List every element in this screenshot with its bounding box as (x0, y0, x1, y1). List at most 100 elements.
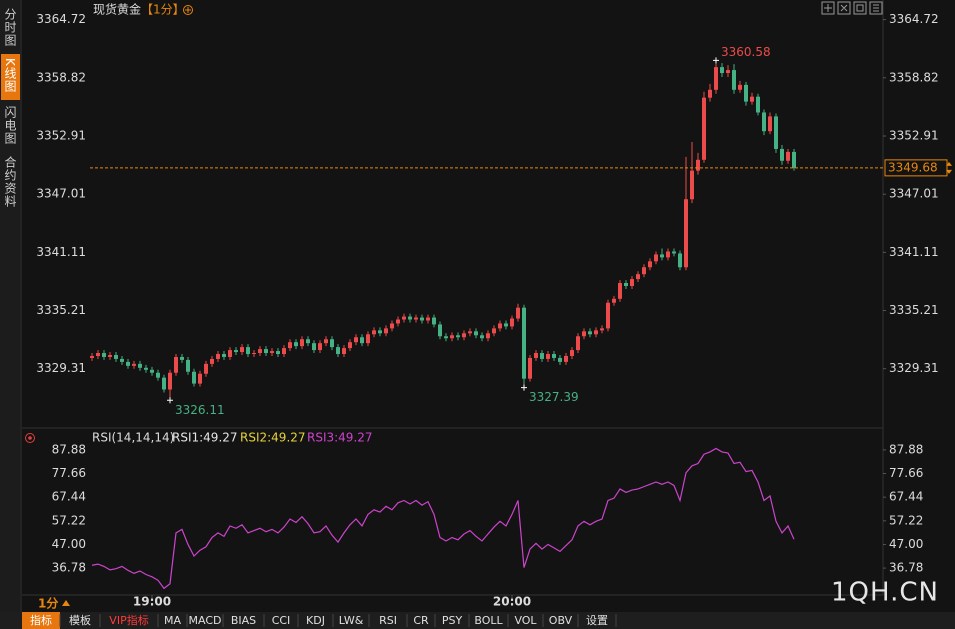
candle-body (348, 342, 352, 349)
candle-body (792, 151, 796, 168)
candle-body (144, 367, 148, 370)
y-tick-label-right: 77.66 (889, 466, 923, 480)
candle-body (756, 96, 760, 113)
candle-body (534, 353, 538, 358)
candle-body (786, 151, 790, 161)
toolbar-item[interactable]: CCI (272, 614, 291, 627)
toolbar-item[interactable]: LW& (339, 614, 364, 627)
toolbar-item[interactable]: 模板 (69, 613, 91, 627)
candle-body (744, 84, 748, 102)
candle-body (102, 353, 106, 357)
candle-body (456, 335, 460, 338)
toolbar-item[interactable]: PSY (442, 614, 463, 627)
candle-body (402, 316, 406, 320)
candle-body (360, 337, 364, 344)
candle-body (192, 371, 196, 384)
candle-body (714, 67, 718, 90)
candle-body (294, 342, 298, 347)
candle-body (270, 351, 274, 354)
candle-body (114, 355, 118, 359)
y-tick-label-right: 3341.11 (889, 245, 939, 259)
toolbar-item[interactable]: VOL (514, 614, 537, 627)
candle-body (462, 333, 466, 338)
candle-body (312, 343, 316, 351)
last-price-box (884, 159, 948, 177)
candle-body (234, 350, 238, 353)
candle-body (624, 283, 628, 286)
candle-body (606, 302, 610, 329)
candle-body (750, 96, 754, 102)
candle-body (420, 317, 424, 321)
toolbar-item[interactable]: BIAS (231, 614, 256, 627)
extreme-marker (167, 397, 173, 404)
candle-body (666, 251, 670, 258)
toolbar-item[interactable]: MA (164, 614, 181, 627)
toolbar-item[interactable]: 指标 (30, 613, 52, 627)
candle-body (156, 372, 160, 378)
candle-body (600, 328, 604, 331)
candle-body (492, 328, 496, 334)
candle-body (618, 283, 622, 299)
candle-body (654, 254, 658, 262)
y-tick-label-left: 87.88 (52, 442, 86, 456)
candle-body (162, 377, 166, 390)
candle-body (708, 89, 712, 98)
high-label: 3360.58 (721, 45, 771, 59)
low-label: 3326.11 (175, 403, 225, 417)
candle-body (108, 355, 112, 357)
candle-body (540, 353, 544, 359)
candle-body (762, 112, 766, 132)
candle-body (300, 339, 304, 347)
candle-body (330, 339, 334, 348)
sidebar (0, 0, 20, 612)
chart-title: 现货黄金 (93, 2, 141, 17)
toolbar-item[interactable]: VIP指标 (109, 613, 148, 627)
candle-body (594, 330, 598, 335)
candle-body (138, 363, 142, 368)
y-tick-label-left: 67.44 (52, 490, 86, 504)
candle-body (432, 317, 436, 325)
toolbar-item[interactable]: OBV (549, 614, 573, 627)
rsi-indicator-icon[interactable] (25, 433, 35, 443)
candle-body (120, 358, 124, 362)
candle-body (408, 316, 412, 320)
toolbar-item[interactable]: RSI (379, 614, 397, 627)
candle-body (186, 359, 190, 372)
y-tick-label-left: 3358.82 (36, 70, 86, 84)
sidebar-tab[interactable]: K线图 (3, 58, 17, 93)
toolbar-item[interactable]: 设置 (586, 614, 608, 627)
y-tick-label-left: 3364.72 (36, 12, 86, 26)
candle-body (282, 348, 286, 355)
candle-body (582, 331, 586, 337)
candle-body (246, 347, 250, 355)
y-tick-label-left: 77.66 (52, 466, 86, 480)
y-tick-label-right: 47.00 (889, 537, 923, 551)
sidebar-tab[interactable]: 闪电图 (3, 106, 17, 145)
period-arrow[interactable] (62, 600, 70, 606)
sidebar-tab[interactable]: 合约资料 (3, 155, 17, 208)
extreme-marker (521, 384, 527, 391)
x-tick-label: 19:00 (133, 595, 171, 609)
window-controls[interactable] (821, 1, 883, 15)
toolbar-item[interactable]: KDJ (306, 614, 325, 627)
candle-body (180, 356, 184, 360)
candle-body (780, 148, 784, 161)
period-selector[interactable]: 1分 (38, 596, 58, 611)
candle-body (354, 337, 358, 343)
watermark: 1QH.CN (831, 578, 939, 608)
candle-body (168, 372, 172, 390)
toolbar-item[interactable]: BOLL (474, 614, 503, 627)
candle-body (198, 373, 202, 384)
last-price-arrows (946, 161, 952, 174)
toolbar-item[interactable]: MACD (189, 614, 222, 627)
y-tick-label-right: 3335.21 (889, 303, 939, 317)
candle-body (252, 353, 256, 355)
toolbar-item[interactable]: CR (413, 614, 429, 627)
candle-body (336, 347, 340, 355)
add-indicator-icon[interactable] (183, 5, 193, 15)
y-tick-label-right: 57.22 (889, 513, 923, 527)
candle-body (660, 254, 664, 258)
sidebar-tab[interactable]: 分时图 (3, 8, 17, 47)
candle-body (174, 356, 178, 373)
